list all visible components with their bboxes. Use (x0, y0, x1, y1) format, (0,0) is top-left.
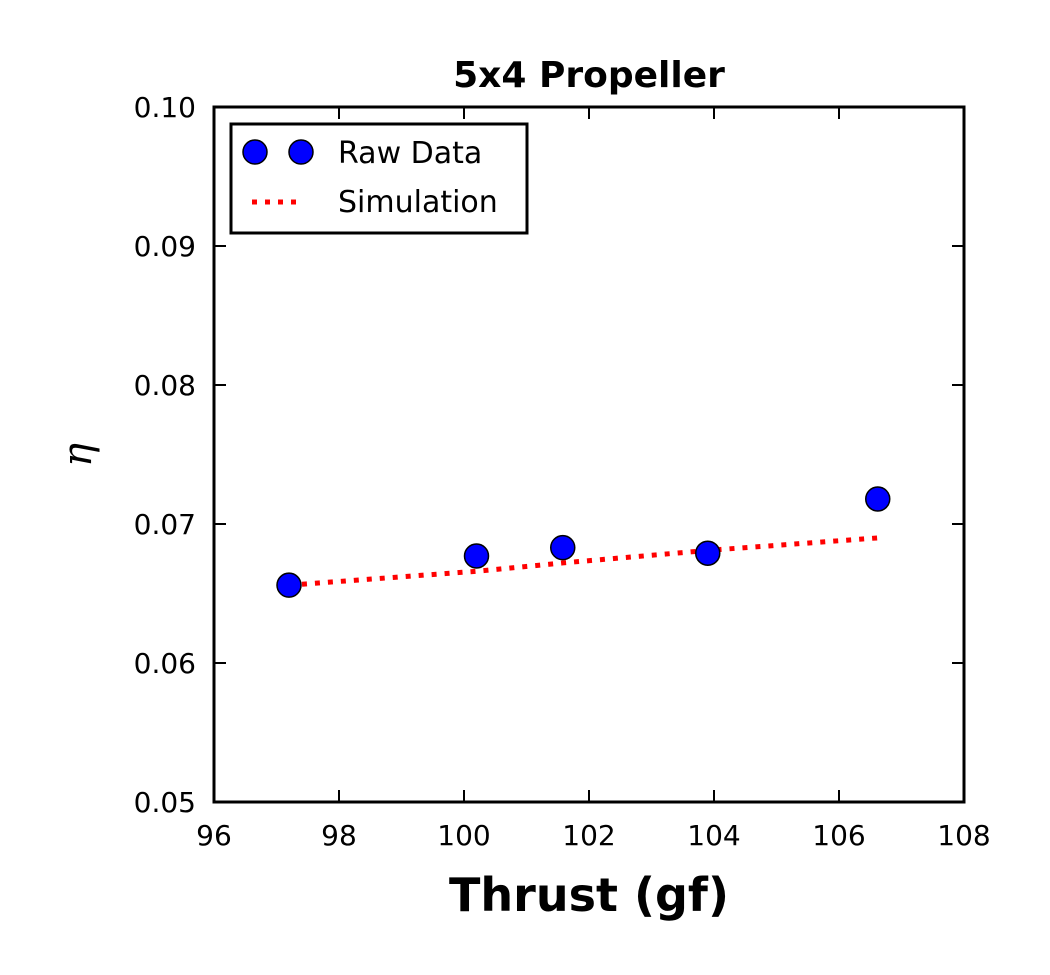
x-tick-label: 108 (937, 819, 990, 852)
y-tick-labels: 0.05 0.06 0.07 0.08 0.09 0.10 (134, 91, 196, 819)
x-tick-label: 98 (321, 819, 357, 852)
legend-marker-raw-data-1 (242, 139, 268, 165)
x-tick-label: 106 (812, 819, 865, 852)
y-tick-label: 0.07 (134, 508, 196, 541)
x-tick-labels: 96 98 100 102 104 106 108 (196, 819, 991, 852)
series-line-simulation (288, 535, 878, 588)
axis-ticks (214, 107, 964, 802)
data-point-raw-data (276, 572, 302, 598)
y-axis-label: η (55, 443, 101, 467)
x-tick-label: 104 (687, 819, 740, 852)
x-tick-label: 96 (196, 819, 232, 852)
y-tick-label: 0.08 (134, 369, 196, 402)
data-point-raw-data (865, 486, 891, 512)
y-tick-label: 0.06 (134, 647, 196, 680)
x-tick-label: 100 (437, 819, 490, 852)
y-tick-label: 0.05 (134, 786, 196, 819)
chart-title: 5x4 Propeller (453, 55, 725, 96)
legend-marker-raw-data-2 (288, 139, 314, 165)
x-tick-label: 102 (562, 819, 615, 852)
y-tick-label: 0.10 (134, 91, 196, 124)
legend: Raw Data Simulation (229, 122, 529, 235)
data-point-raw-data (463, 543, 490, 569)
y-tick-label: 0.09 (134, 230, 196, 263)
data-point-raw-data (695, 540, 721, 566)
legend-label-simulation: Simulation (338, 185, 498, 220)
legend-label-raw-data: Raw Data (338, 136, 482, 171)
plot-series (276, 486, 891, 598)
x-axis-label: Thrust (gf) (449, 868, 729, 922)
data-point-raw-data (550, 534, 576, 561)
plot-frame (212, 105, 966, 804)
legend-box (229, 122, 529, 235)
